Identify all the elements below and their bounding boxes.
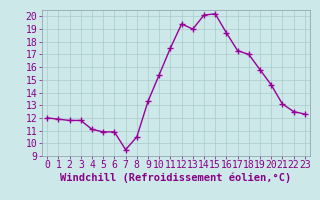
X-axis label: Windchill (Refroidissement éolien,°C): Windchill (Refroidissement éolien,°C) (60, 173, 292, 183)
